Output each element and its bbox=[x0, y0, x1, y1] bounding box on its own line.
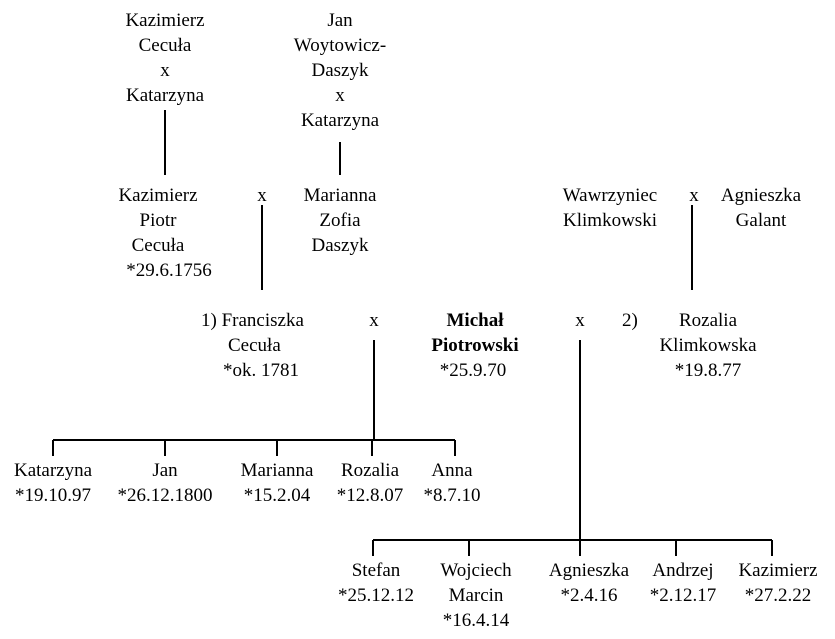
given-name: Agnieszka bbox=[720, 185, 802, 206]
given-name: Rozalia bbox=[340, 460, 400, 481]
person-name: Kazimierz bbox=[125, 10, 205, 31]
marriage-marker: x bbox=[575, 310, 585, 331]
given-name: Kazimierz bbox=[118, 185, 198, 206]
person-michal-piotrowski: Michał Piotrowski bbox=[431, 308, 518, 358]
child-anna: Anna *8.7.10 bbox=[424, 458, 481, 508]
given-name: Andrzej bbox=[652, 560, 714, 581]
surname: Cecuła bbox=[131, 235, 185, 256]
birth-date: *27.2.22 bbox=[744, 585, 812, 606]
child-marianna: Marianna *15.2.04 bbox=[241, 458, 314, 508]
child-rozalia: Rozalia *12.8.07 bbox=[337, 458, 404, 508]
person-name: Woytowicz- bbox=[293, 35, 387, 56]
birth-date: *19.8.77 bbox=[674, 360, 742, 381]
child-kazimierz: Kazimierz *27.2.22 bbox=[738, 558, 817, 608]
person-name: Katarzyna bbox=[300, 110, 380, 131]
person-wawrzyniec: Wawrzyniec Klimkowski bbox=[563, 183, 657, 233]
surname: Piotrowski bbox=[431, 335, 519, 356]
marriage-marker-second-wife: x bbox=[575, 308, 585, 333]
given-name: Piotr bbox=[139, 210, 177, 231]
child-wojciech-marcin: Wojciech Marcin *16.4.14 bbox=[440, 558, 511, 633]
given-name: Wawrzyniec bbox=[562, 185, 658, 206]
person-marianna-zofia: Marianna Zofia Daszyk bbox=[304, 183, 377, 258]
given-name: Zofia bbox=[319, 210, 361, 231]
person-franciszka: 1) Franciszka Cecuła *ok. 1781 bbox=[201, 308, 304, 383]
surname: Daszyk bbox=[311, 235, 369, 256]
child-stefan: Stefan *25.12.12 bbox=[338, 558, 414, 608]
person-kazimierz-piotr: Kazimierz Piotr Cecuła *29.6.1756 bbox=[104, 183, 212, 283]
given-name: Jan bbox=[152, 460, 178, 481]
birth-date: *8.7.10 bbox=[423, 485, 481, 506]
person-name: Jan bbox=[327, 10, 353, 31]
birth-date: *15.2.04 bbox=[243, 485, 311, 506]
birth-date: *12.8.07 bbox=[336, 485, 404, 506]
birth-date: *ok. 1781 bbox=[223, 360, 299, 381]
marriage-marker: x bbox=[689, 185, 699, 206]
given-name: Michał bbox=[446, 310, 504, 331]
child-jan: Jan *26.12.1800 bbox=[118, 458, 213, 508]
given-name: 1) Franciszka bbox=[201, 310, 304, 331]
ancestors-cecula: Kazimierz Cecuła x Katarzyna bbox=[125, 8, 204, 108]
person-name: Daszyk bbox=[311, 60, 369, 81]
birth-date: *25.9.70 bbox=[439, 360, 507, 381]
birth-date: *25.12.12 bbox=[338, 585, 414, 606]
birth-date: *26.12.1800 bbox=[117, 485, 213, 506]
ancestors-daszyk: Jan Woytowicz- Daszyk x Katarzyna bbox=[294, 8, 386, 133]
marriage-marker-first-wife: x bbox=[369, 308, 379, 333]
given-name: Katarzyna bbox=[13, 460, 93, 481]
birth-date: *29.6.1756 bbox=[126, 260, 212, 281]
given-name: Marcin bbox=[448, 585, 504, 606]
surname: Galant bbox=[735, 210, 787, 231]
person-name: Katarzyna bbox=[125, 85, 205, 106]
marriage-marker: x bbox=[160, 60, 170, 81]
michal-birth-date: *25.9.70 bbox=[440, 358, 507, 383]
given-name: Marianna bbox=[303, 185, 377, 206]
birth-date: *2.4.16 bbox=[560, 585, 618, 606]
birth-date: *16.4.14 bbox=[442, 610, 510, 631]
marriage-number: 2) bbox=[622, 310, 638, 331]
child-andrzej: Andrzej *2.12.17 bbox=[650, 558, 717, 608]
birth-date: *2.12.17 bbox=[649, 585, 717, 606]
person-name: Cecuła bbox=[138, 35, 192, 56]
given-name: Anna bbox=[431, 460, 473, 481]
given-name: Kazimierz bbox=[738, 560, 818, 581]
marriage-marker: x bbox=[257, 185, 267, 206]
marriage-marker-2: x bbox=[689, 183, 699, 208]
surname: Cecuła bbox=[228, 335, 281, 356]
second-wife-prefix: 2) bbox=[622, 308, 638, 333]
person-agnieszka-galant: Agnieszka Galant bbox=[721, 183, 801, 233]
marriage-marker: x bbox=[335, 85, 345, 106]
birth-date: *19.10.97 bbox=[15, 485, 91, 506]
person-rozalia-klimkowska: Rozalia Klimkowska *19.8.77 bbox=[659, 308, 756, 383]
given-name: Agnieszka bbox=[548, 560, 630, 581]
surname: Klimkowski bbox=[563, 210, 657, 231]
child-katarzyna: Katarzyna *19.10.97 bbox=[14, 458, 92, 508]
marriage-marker-1: x bbox=[257, 183, 267, 208]
given-name: Wojciech bbox=[440, 560, 512, 581]
child-agnieszka: Agnieszka *2.4.16 bbox=[549, 558, 629, 608]
given-name: Stefan bbox=[351, 560, 401, 581]
surname: Klimkowska bbox=[659, 335, 757, 356]
marriage-marker: x bbox=[369, 310, 379, 331]
given-name: Rozalia bbox=[678, 310, 738, 331]
given-name: Marianna bbox=[240, 460, 314, 481]
